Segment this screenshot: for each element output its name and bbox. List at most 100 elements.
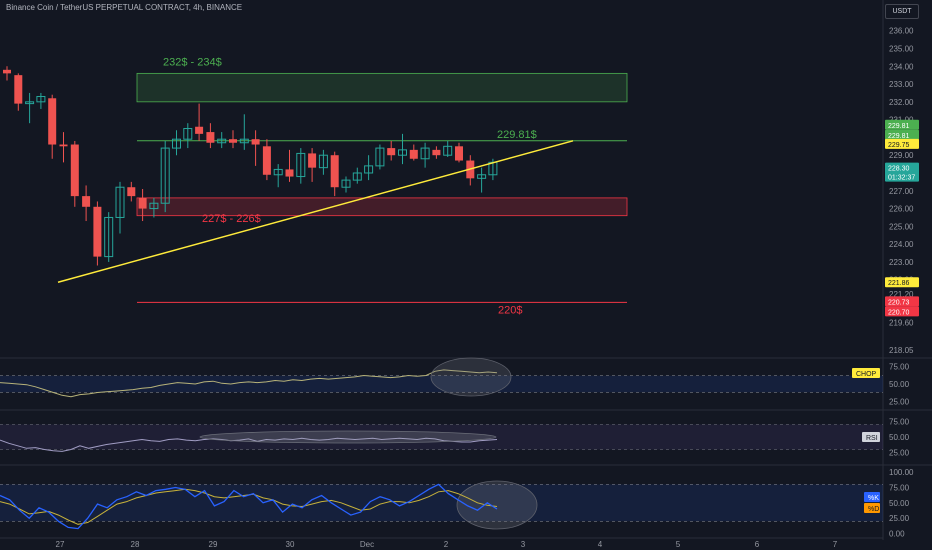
chop-tick-label: 50.00 xyxy=(889,380,910,389)
price-tick-label: 232.00 xyxy=(889,98,914,107)
rsi-tag: RSI xyxy=(866,435,878,442)
candle xyxy=(115,186,125,218)
time-tick-label: 6 xyxy=(755,540,760,549)
candle xyxy=(160,147,170,204)
time-tick-label: 29 xyxy=(209,540,218,549)
candle xyxy=(138,197,147,209)
last-price-bg xyxy=(885,162,919,182)
chop-tag-bg xyxy=(852,368,880,378)
time-tick-label: 2 xyxy=(444,540,449,549)
rsi-line xyxy=(0,437,498,452)
time-tick-label: 27 xyxy=(56,540,65,549)
candle xyxy=(217,138,227,144)
level-tag: 220.70 xyxy=(888,309,910,316)
chop-tag: CHOP xyxy=(856,371,877,378)
time-tick-label: 30 xyxy=(286,540,295,549)
candle xyxy=(3,69,11,74)
resistance-zone xyxy=(136,72,628,103)
d-tag: %D xyxy=(868,506,879,513)
level-tag: 229.75 xyxy=(888,142,910,149)
countdown-tag: 01:32:37 xyxy=(888,175,915,182)
candle xyxy=(14,75,23,104)
currency-selector[interactable]: USDT xyxy=(885,4,919,19)
price-tick-label: 233.00 xyxy=(889,80,914,89)
candle xyxy=(308,153,317,168)
rsi-tick-label: 50.00 xyxy=(889,433,910,442)
chop-tick-label: 25.00 xyxy=(889,398,910,407)
candle xyxy=(25,101,35,105)
stoch-highlight xyxy=(456,480,538,530)
candle xyxy=(93,206,102,257)
support-line-label: 220$ xyxy=(498,304,522,316)
stoch-tick-label: 75.00 xyxy=(889,483,910,492)
stoch-k-line xyxy=(0,483,498,530)
candle xyxy=(420,147,430,160)
stoch-band xyxy=(0,484,883,522)
chop-line xyxy=(0,369,498,398)
candle xyxy=(251,139,260,145)
price-tick-label: 224.00 xyxy=(889,240,914,249)
rsi-tick-label: 25.00 xyxy=(889,449,910,458)
price-tick-label: 234.00 xyxy=(889,62,914,71)
level-tag-bg xyxy=(885,119,919,130)
stoch-tick-label: 25.00 xyxy=(889,514,910,523)
level-tag-bg xyxy=(885,138,919,149)
candle xyxy=(59,144,68,147)
resistance-line-label: 229.81$ xyxy=(497,129,537,141)
candle xyxy=(262,146,271,175)
price-tick-label: 236.00 xyxy=(889,27,914,36)
candle xyxy=(341,179,351,188)
stoch-tick-label: 0.00 xyxy=(889,530,905,539)
rsi-highlight xyxy=(199,430,497,444)
k-tag: %K xyxy=(868,495,879,502)
candle xyxy=(352,172,362,181)
support-zone-label: 227$ - 226$ xyxy=(202,213,261,225)
candle xyxy=(48,98,57,145)
candle xyxy=(432,149,441,156)
stoch-tick-label: 100.00 xyxy=(889,468,914,477)
candle xyxy=(455,146,463,161)
candle xyxy=(195,126,204,134)
candle xyxy=(206,132,215,143)
price-tick-label: 227.00 xyxy=(889,187,914,196)
candle xyxy=(239,138,249,144)
candle xyxy=(70,144,79,197)
stoch-tick-label: 50.00 xyxy=(889,499,910,508)
time-tick-label: 4 xyxy=(598,540,603,549)
candle xyxy=(82,196,91,207)
time-tick-label: 7 xyxy=(833,540,838,549)
level-tag-bg xyxy=(885,277,919,288)
candle xyxy=(330,155,339,188)
price-tick-label: 225.00 xyxy=(889,222,914,231)
level-tag-bg xyxy=(885,306,919,317)
candle xyxy=(104,216,114,258)
candle xyxy=(127,187,136,197)
candle xyxy=(285,169,294,177)
candle xyxy=(318,154,328,169)
d-tag-bg xyxy=(864,503,880,513)
candle xyxy=(409,149,418,159)
price-tick-label: 235.00 xyxy=(889,44,914,53)
ascending-trendline xyxy=(57,140,574,283)
time-tick-label: 3 xyxy=(521,540,526,549)
k-tag-bg xyxy=(864,492,880,502)
time-tick-label: 28 xyxy=(131,540,140,549)
candle xyxy=(183,128,193,140)
price-tick-label: 219.60 xyxy=(889,318,914,327)
chop-highlight xyxy=(430,357,512,397)
rsi-band xyxy=(0,424,883,450)
candle xyxy=(273,168,283,176)
candle xyxy=(364,165,374,174)
level-tag: 229.81 xyxy=(888,123,910,130)
candle xyxy=(229,139,237,143)
time-tick-label: Dec xyxy=(360,540,374,549)
candle xyxy=(398,149,407,156)
level-tag-bg xyxy=(885,296,919,307)
price-tick-label: 223.00 xyxy=(889,258,914,267)
resistance-zone-label: 232$ - 234$ xyxy=(163,56,222,68)
level-tag: 229.81 xyxy=(888,133,910,140)
candle xyxy=(172,138,181,149)
candle xyxy=(36,95,46,103)
